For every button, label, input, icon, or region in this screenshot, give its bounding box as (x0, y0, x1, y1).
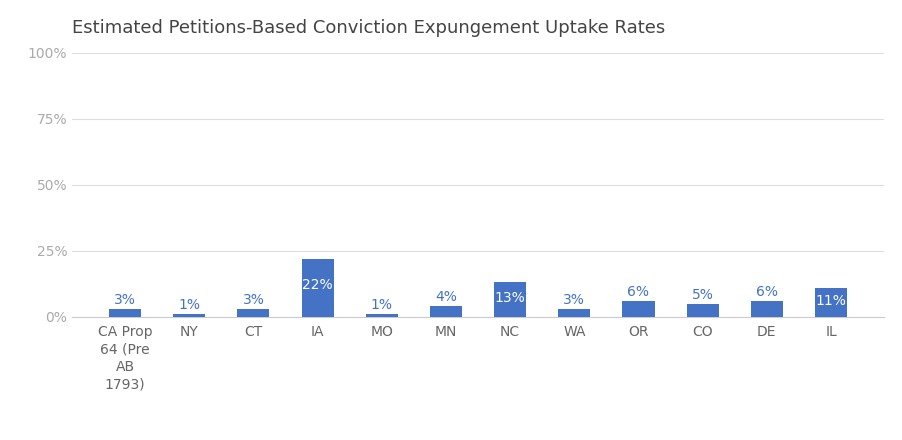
Bar (558, 309, 591, 317)
Text: 5%: 5% (692, 288, 713, 302)
Bar (430, 306, 462, 317)
Text: 22%: 22% (302, 278, 333, 292)
Text: 1%: 1% (179, 298, 200, 312)
Bar (815, 288, 847, 317)
Bar (173, 314, 206, 317)
Text: 3%: 3% (564, 293, 585, 307)
Bar (686, 304, 719, 317)
Text: Estimated Petitions-Based Conviction Expungement Uptake Rates: Estimated Petitions-Based Conviction Exp… (72, 19, 666, 37)
Text: 4%: 4% (435, 290, 457, 304)
Bar (750, 301, 783, 317)
Text: 6%: 6% (756, 285, 778, 299)
Bar (301, 259, 334, 317)
Text: 11%: 11% (815, 294, 846, 308)
Bar (365, 314, 398, 317)
Text: 3%: 3% (243, 293, 264, 307)
Text: 1%: 1% (371, 298, 392, 312)
Bar (494, 282, 526, 317)
Bar (237, 309, 270, 317)
Bar (109, 309, 141, 317)
Text: 13%: 13% (495, 291, 526, 305)
Text: 6%: 6% (628, 285, 649, 299)
Text: 3%: 3% (115, 293, 136, 307)
Bar (622, 301, 655, 317)
